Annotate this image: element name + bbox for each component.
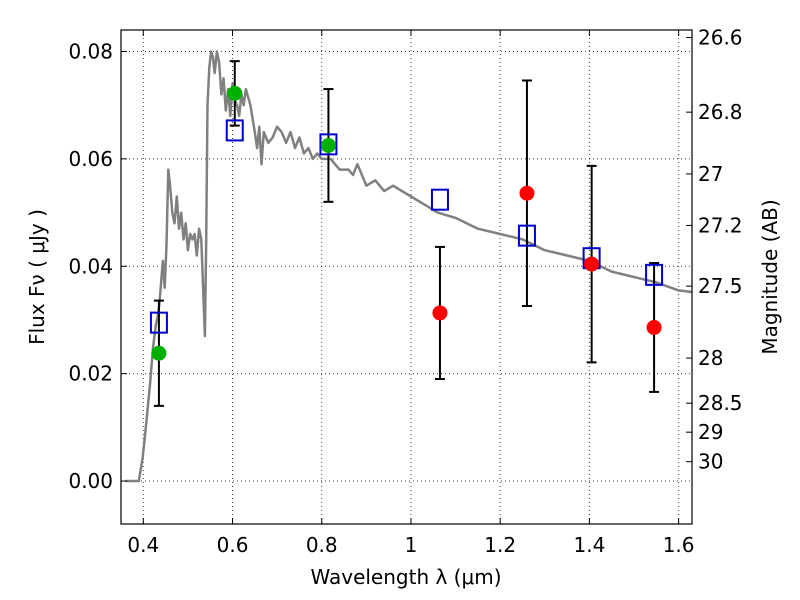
plot-frame bbox=[120, 29, 693, 525]
mag-tick-label: 28.5 bbox=[698, 391, 743, 415]
right-axis-label: Magnitude (AB) bbox=[758, 199, 782, 354]
model-flux-square bbox=[149, 311, 168, 334]
y-tick-label: 0.08 bbox=[68, 39, 113, 63]
model-flux-square bbox=[319, 133, 338, 156]
model-flux-square bbox=[645, 263, 664, 286]
model-flux-square bbox=[430, 188, 449, 211]
x-tick-label: 0.4 bbox=[127, 533, 159, 557]
observed-flux-point bbox=[432, 305, 448, 321]
model-flux-square bbox=[225, 119, 244, 142]
observed-flux-point bbox=[584, 256, 600, 272]
observed-flux-point bbox=[320, 137, 336, 153]
mag-tick-label: 27.2 bbox=[698, 213, 743, 237]
mag-tick-label: 30 bbox=[698, 450, 723, 474]
y-axis-label: Flux Fν ( μJy ) bbox=[25, 209, 49, 345]
x-axis-label: Wavelength λ (μm) bbox=[310, 565, 501, 589]
observed-flux-point bbox=[151, 345, 167, 361]
model-flux-square bbox=[517, 224, 536, 247]
x-tick-label: 0.6 bbox=[217, 533, 249, 557]
model-spectrum-line bbox=[125, 50, 693, 483]
y-tick-label: 0.04 bbox=[68, 254, 113, 278]
mag-tick-label: 29 bbox=[698, 420, 723, 444]
model-spectrum-layer bbox=[125, 50, 693, 483]
mag-tick-label: 27 bbox=[698, 162, 723, 186]
y-tick-label: 0.00 bbox=[68, 469, 113, 493]
x-tick-label: 1.6 bbox=[663, 533, 695, 557]
observed-flux-point bbox=[519, 185, 535, 201]
x-tick-label: 0.8 bbox=[306, 533, 338, 557]
observed-flux-point bbox=[227, 85, 243, 101]
x-tick-label: 1 bbox=[405, 533, 418, 557]
mag-tick-label: 26.6 bbox=[698, 26, 743, 50]
y-tick-label: 0.02 bbox=[68, 362, 113, 386]
observed-flux-point bbox=[646, 319, 662, 335]
y-tick-label: 0.06 bbox=[68, 147, 113, 171]
data-markers-layer bbox=[149, 85, 664, 361]
x-tick-label: 1.2 bbox=[484, 533, 516, 557]
axis-ticks: 0.4 0.6 0.8 1 1.2 1.4 1.6 0.00 0.02 0.04 0.06 0.08 2… bbox=[68, 26, 742, 557]
mag-tick-label: 26.8 bbox=[698, 100, 743, 124]
mag-tick-label: 28 bbox=[698, 346, 723, 370]
x-tick-label: 1.4 bbox=[573, 533, 605, 557]
mag-tick-label: 27.5 bbox=[698, 274, 743, 298]
